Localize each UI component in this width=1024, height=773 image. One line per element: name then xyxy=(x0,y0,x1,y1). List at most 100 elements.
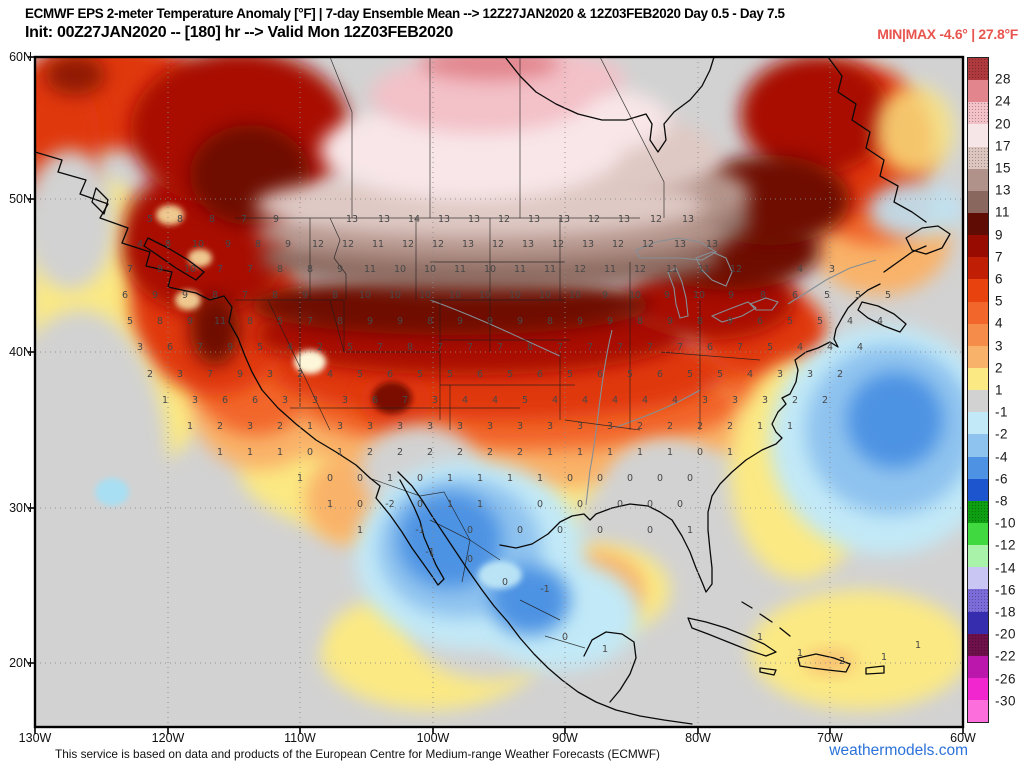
grid-value: 1 xyxy=(757,632,763,643)
grid-value: 0 xyxy=(677,499,683,510)
grid-value: 3 xyxy=(137,342,143,353)
grid-value: 8 xyxy=(272,290,278,301)
grid-value: 13 xyxy=(582,239,594,250)
grid-value: 3 xyxy=(457,421,463,432)
grid-value: 1 xyxy=(667,447,673,458)
lat-label-50N: 50N xyxy=(9,192,32,206)
init-valid-line: Init: 00Z27JAN2020 -- [180] hr --> Valid… xyxy=(25,24,453,41)
grid-value: 9 xyxy=(457,316,463,327)
grid-value: 5 xyxy=(347,342,353,353)
grid-value: 9 xyxy=(667,316,673,327)
grid-value: 11 xyxy=(666,264,678,275)
lat-label-40N: 40N xyxy=(9,345,32,359)
grid-value: 4 xyxy=(857,342,863,353)
grid-value: 5 xyxy=(627,369,633,380)
grid-value: 12 xyxy=(588,214,600,225)
lon-label-90W: 90W xyxy=(552,731,578,745)
grid-value: 7 xyxy=(557,342,563,353)
grid-value: 3 xyxy=(192,395,198,406)
grid-value: 3 xyxy=(517,421,523,432)
grid-value: 1 xyxy=(187,421,193,432)
grid-value: 0 xyxy=(417,499,423,510)
grid-value: 8 xyxy=(255,239,261,250)
colorbar-segment-20 xyxy=(968,500,988,523)
grid-value: 2 xyxy=(397,447,403,458)
grid-value: 12 xyxy=(634,264,646,275)
grid-value: 8 xyxy=(547,316,553,327)
grid-value: 12 xyxy=(402,239,414,250)
grid-value: 0 xyxy=(577,499,583,510)
grid-value: 1 xyxy=(797,648,803,659)
grid-value: 10 xyxy=(449,290,461,301)
grid-value: 0 xyxy=(657,473,663,484)
grid-value: 9 xyxy=(517,316,523,327)
grid-value: 0 xyxy=(417,473,423,484)
grid-value: 8 xyxy=(760,290,766,301)
grid-value: 4 xyxy=(747,369,753,380)
lat-label-30N: 30N xyxy=(9,501,32,515)
colorbar-label: -18 xyxy=(995,604,1017,620)
colorbar-label: 13 xyxy=(995,182,1012,198)
colorbar-label: -2 xyxy=(995,426,1009,442)
grid-value: 0 xyxy=(467,554,473,565)
grid-value: 3 xyxy=(247,421,253,432)
grid-value: 13 xyxy=(468,214,480,225)
grid-value: 2 xyxy=(727,421,733,432)
grid-value: 9 xyxy=(577,316,583,327)
grid-value: 2 xyxy=(517,447,523,458)
grid-value: 13 xyxy=(346,214,358,225)
grid-value: 12 xyxy=(650,214,662,225)
grid-value: 10 xyxy=(484,264,496,275)
grid-value: 5 xyxy=(767,342,773,353)
grid-value: 8 xyxy=(177,214,183,225)
grid-value: 3 xyxy=(807,369,813,380)
grid-value: 9 xyxy=(227,342,233,353)
grid-value: 1 xyxy=(687,525,693,536)
grid-value: 6 xyxy=(122,290,128,301)
colorbar-label: 20 xyxy=(995,116,1012,132)
grid-value: 9 xyxy=(182,290,188,301)
colorbar-segment-3 xyxy=(968,124,988,147)
grid-value: 3 xyxy=(397,421,403,432)
grid-value: 12 xyxy=(498,214,510,225)
grid-value: 4 xyxy=(492,395,498,406)
grid-value: 13 xyxy=(618,214,630,225)
grid-value: 11 xyxy=(514,264,526,275)
grid-value: 13 xyxy=(682,214,694,225)
grid-value: 0 xyxy=(357,499,363,510)
lon-label-80W: 80W xyxy=(685,731,711,745)
grid-value: 0 xyxy=(597,473,603,484)
grid-value: 9 xyxy=(664,290,670,301)
colorbar-segment-27 xyxy=(968,655,988,678)
grid-value: 1 xyxy=(637,447,643,458)
brand-link[interactable]: weathermodels.com xyxy=(829,742,968,759)
grid-value: 10 xyxy=(424,264,436,275)
grid-value: 8 xyxy=(407,342,413,353)
colorbar-label: 24 xyxy=(995,93,1012,109)
grid-value: 1 xyxy=(447,473,453,484)
grid-value: 7 xyxy=(587,342,593,353)
grid-value: 0 xyxy=(562,632,568,643)
grid-value: 3 xyxy=(607,421,613,432)
grid-value: 13 xyxy=(528,214,540,225)
grid-value: 8 xyxy=(247,316,253,327)
grid-value: 4 xyxy=(462,395,468,406)
grid-value: 6 xyxy=(477,369,483,380)
grid-value: 1 xyxy=(217,447,223,458)
grid-value: 0 xyxy=(647,525,653,536)
grid-value: 8 xyxy=(209,214,215,225)
grid-value: 9 xyxy=(225,239,231,250)
grid-value: 2 xyxy=(147,369,153,380)
colorbar-segment-4 xyxy=(968,146,988,169)
grid-value: 8 xyxy=(332,290,338,301)
grid-value: 13 xyxy=(674,239,686,250)
grid-value: 8 xyxy=(337,316,343,327)
grid-value: 10 xyxy=(359,290,371,301)
lon-label-120W: 120W xyxy=(151,731,185,745)
colorbar xyxy=(967,57,989,723)
grid-value: 0 xyxy=(537,499,543,510)
grid-value: 11 xyxy=(454,264,466,275)
colorbar-label: -10 xyxy=(995,515,1017,531)
colorbar-segment-1 xyxy=(968,80,988,103)
